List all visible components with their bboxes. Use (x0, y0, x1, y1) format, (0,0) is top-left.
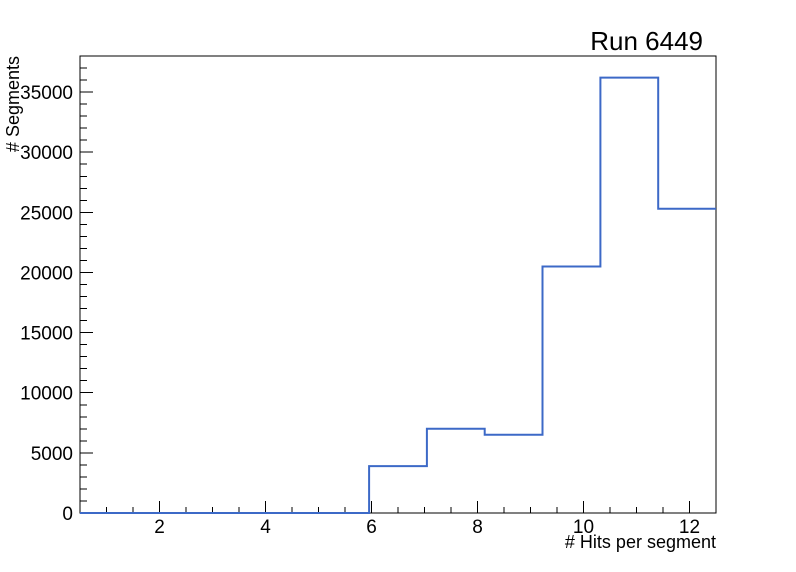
y-tick-label: 0 (62, 504, 73, 525)
x-tick-label: 2 (154, 517, 165, 538)
y-tick-label: 35000 (20, 83, 73, 104)
y-axis-title: # Segments (3, 56, 23, 153)
x-tick-label: 4 (260, 517, 271, 538)
x-tick-label: 10 (573, 517, 594, 538)
tick-labels: 2 4 6 8 10 12 0 5000 10000 15000 20000 25000 30000 35… (20, 83, 700, 538)
axis-ticks (80, 55, 690, 514)
x-tick-label: 8 (472, 517, 483, 538)
y-tick-label: 10000 (20, 384, 73, 405)
x-tick-label: 6 (366, 517, 377, 538)
x-tick-label: 12 (679, 517, 700, 538)
plot-frame (79, 55, 717, 514)
y-tick-label: 20000 (20, 264, 73, 285)
x-axis-title: # Hits per segment (564, 532, 716, 552)
y-tick-label: 30000 (20, 143, 73, 164)
chart-title: Run 6449 (590, 26, 703, 56)
y-tick-label: 25000 (20, 203, 73, 224)
y-tick-label: 5000 (31, 444, 73, 465)
y-tick-label: 15000 (20, 324, 73, 345)
histogram-line (80, 76, 716, 514)
